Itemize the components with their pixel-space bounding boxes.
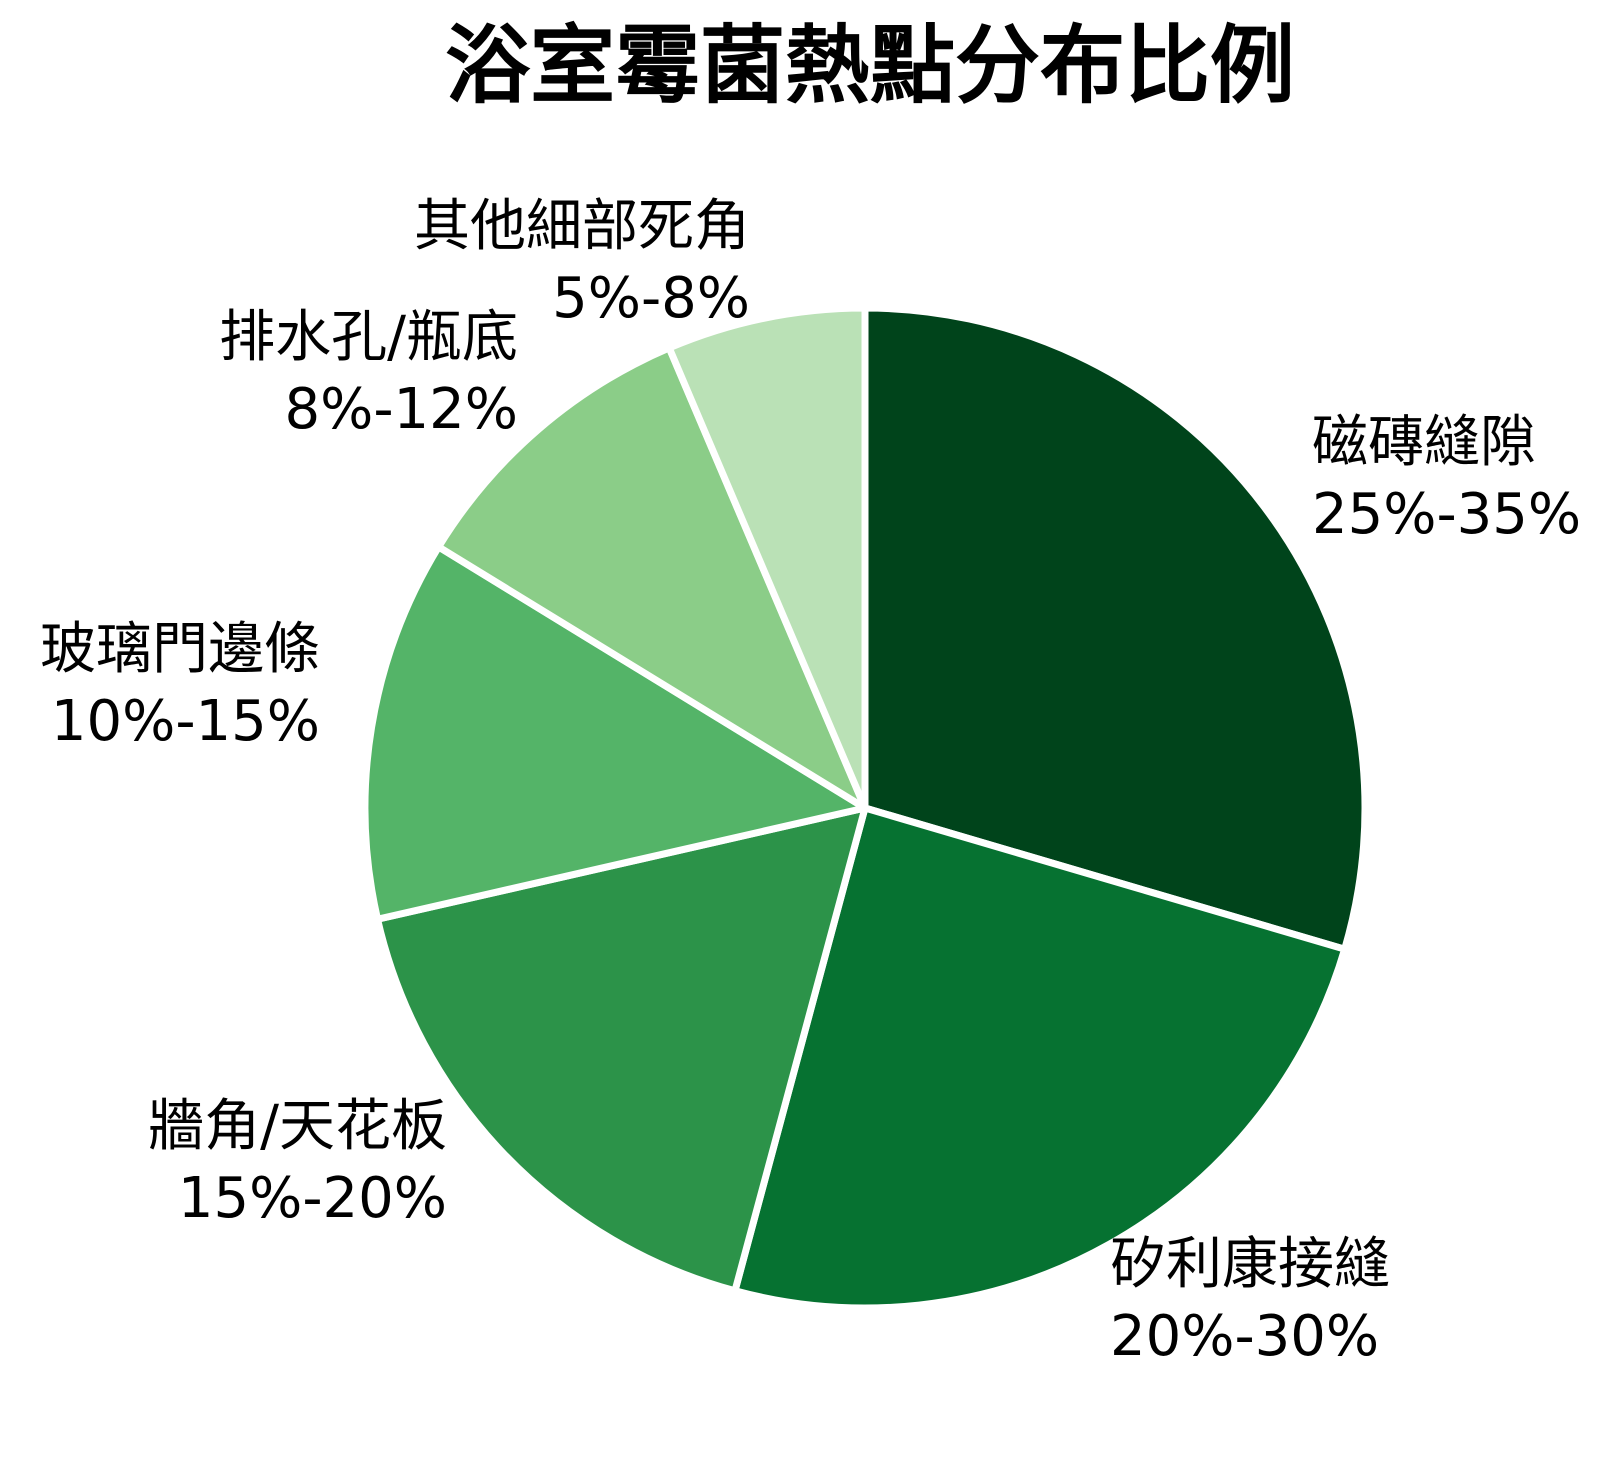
- slice-label-range: 10%-15%: [50, 689, 320, 754]
- slice-label-glass-door-strip: 玻璃門邊條 10%-15%: [40, 614, 320, 758]
- slice-label-range: 15%-20%: [177, 1166, 447, 1231]
- slice-label-range: 20%-30%: [1110, 1304, 1380, 1369]
- slice-label-text: 其他細部死角: [414, 194, 750, 259]
- pie-slice-5: [435, 344, 869, 812]
- pie-slice-3: [374, 804, 869, 1295]
- slice-label-text: 牆角/天花板: [148, 1094, 447, 1159]
- slice-label-wall-corner-ceiling: 牆角/天花板 15%-20%: [148, 1091, 447, 1235]
- slice-label-range: 8%-12%: [284, 377, 518, 442]
- slice-label-range: 5%-8%: [552, 266, 750, 331]
- slice-label-silicone-seam: 矽利康接縫 20%-30%: [1110, 1229, 1390, 1373]
- slice-label-text: 磁磚縫隙: [1312, 410, 1536, 475]
- slice-label-drain-bottle-bottom: 排水孔/瓶底 8%-12%: [219, 302, 518, 446]
- pie-slice-1: [861, 304, 1369, 953]
- pie-slice-4: [361, 543, 869, 923]
- slice-label-tile-grout: 磁磚縫隙 25%-35%: [1312, 407, 1581, 551]
- slice-label-range: 25%-35%: [1312, 482, 1582, 547]
- chart-title: 浴室霉菌熱點分布比例: [444, 17, 1296, 116]
- slice-label-other-dead-corners: 其他細部死角 5%-8%: [414, 191, 750, 335]
- slice-label-text: 排水孔/瓶底: [219, 305, 518, 370]
- pie-slice-6: [665, 304, 869, 812]
- slice-label-text: 玻璃門邊條: [40, 617, 320, 682]
- slice-label-text: 矽利康接縫: [1110, 1232, 1390, 1297]
- pie-slice-2: [731, 804, 1349, 1312]
